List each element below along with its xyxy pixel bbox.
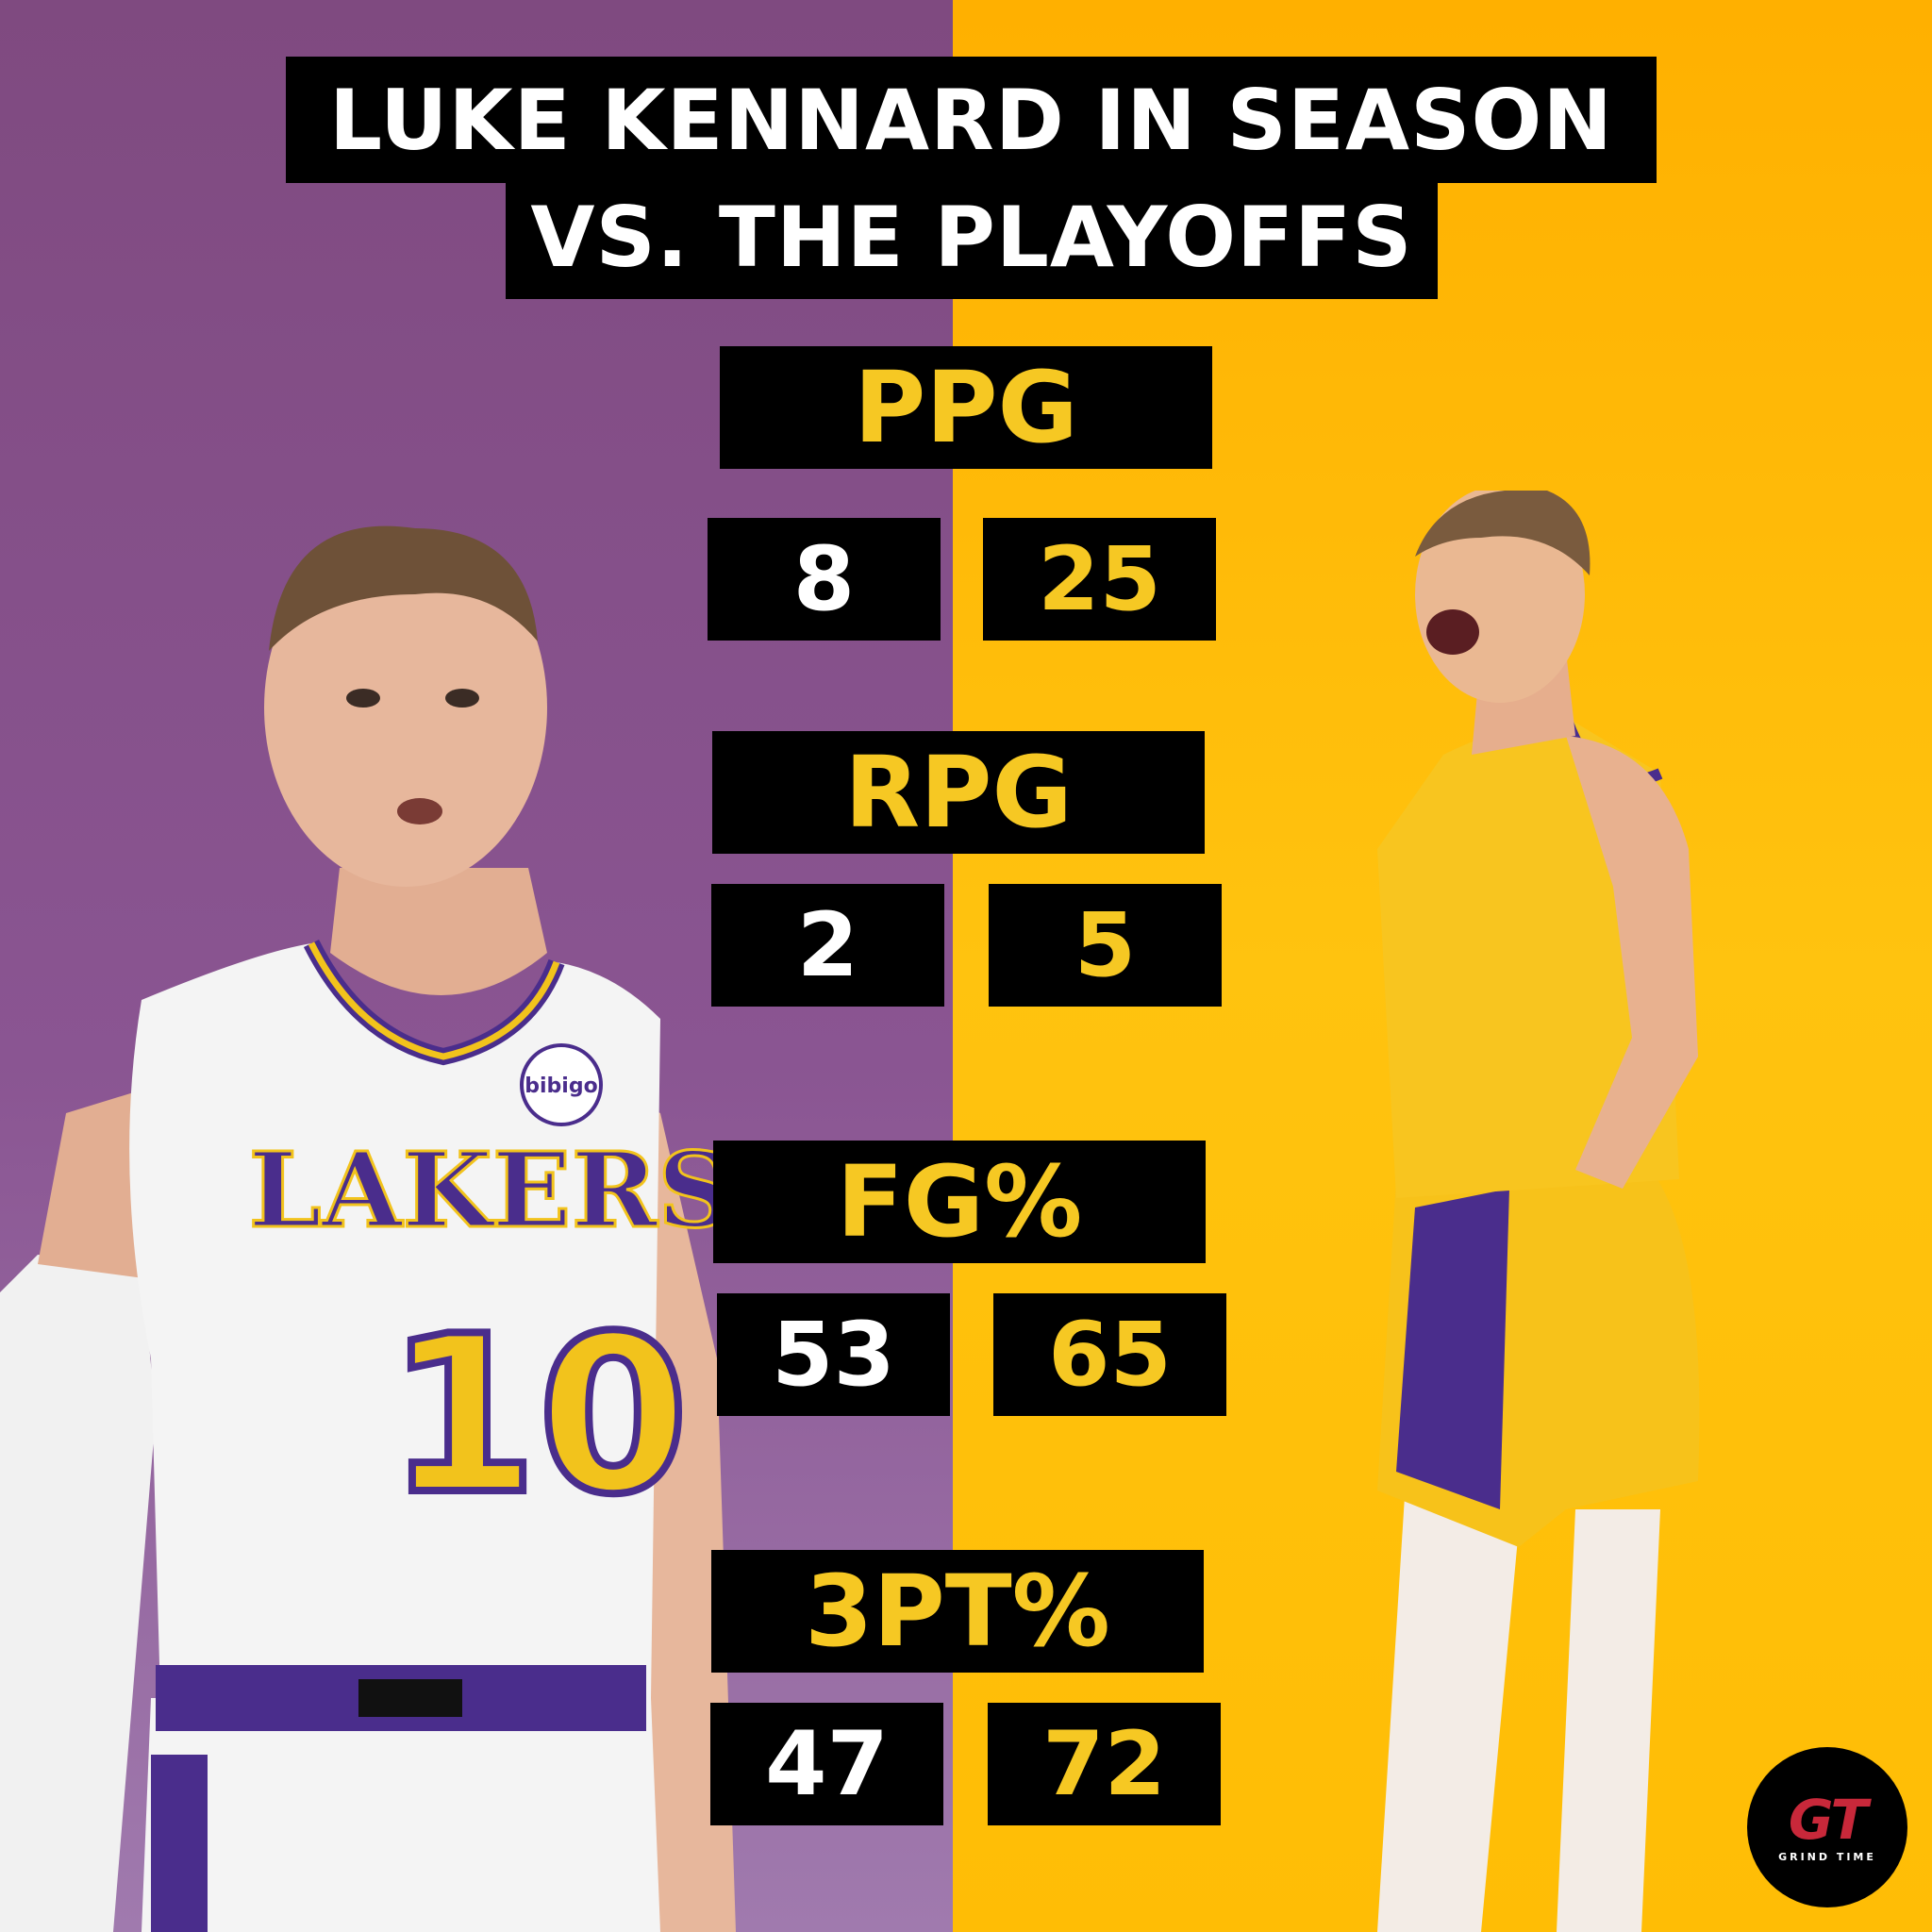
stat-playoffs-3pt: 72: [988, 1703, 1221, 1825]
title-line-2: VS. THE PLAYOFFS: [506, 175, 1438, 299]
stat-season-rpg: 2: [711, 884, 944, 1007]
stat-season-ppg: 8: [708, 518, 941, 641]
stat-season-3pt: 47: [710, 1703, 943, 1825]
grind-time-logo: GT GRIND TIME: [1747, 1747, 1907, 1907]
stat-playoffs-rpg: 5: [989, 884, 1222, 1007]
stat-season-fg: 53: [717, 1293, 950, 1416]
stat-label-ppg: PPG: [720, 346, 1212, 469]
stat-playoffs-fg: 65: [993, 1293, 1226, 1416]
player-season-photo: LAKERS 10 bibigo: [0, 525, 736, 1932]
jersey-sponsor-text: bibigo: [525, 1074, 597, 1098]
jersey-team-text: LAKERS: [249, 1129, 733, 1251]
stat-playoffs-ppg: 25: [983, 518, 1216, 641]
logo-mark: GT: [1788, 1787, 1868, 1852]
title-line-1: LUKE KENNARD IN SEASON: [286, 57, 1657, 183]
jersey-number-text: 10: [387, 1291, 689, 1542]
stat-label-fg: FG%: [713, 1141, 1206, 1263]
player-playoffs-photo: [1377, 491, 1700, 1932]
stat-label-rpg: RPG: [712, 731, 1205, 854]
stat-label-3pt: 3PT%: [711, 1550, 1204, 1673]
logo-text: GRIND TIME: [1778, 1850, 1876, 1863]
